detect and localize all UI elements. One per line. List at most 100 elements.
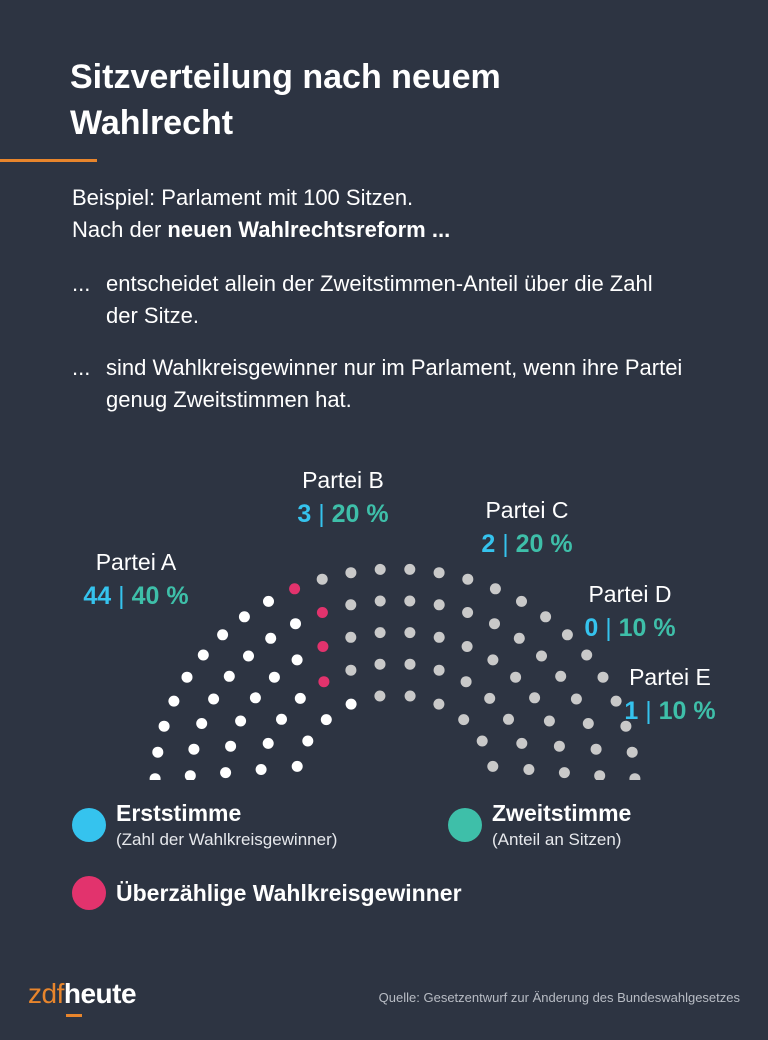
seat-partei-a (188, 743, 200, 755)
seat-partei-a (276, 713, 287, 725)
seat-partei-a (168, 695, 180, 707)
erststimme-value: 3 (297, 500, 318, 528)
party-label-partei-b: Partei B (302, 467, 384, 493)
legend-zweitstimme-label: Zweitstimme (492, 800, 632, 826)
seat-partei-b (404, 627, 416, 639)
seat-partei-c (516, 595, 527, 607)
seat-partei-e (626, 746, 638, 758)
zweitstimme-value: 20 % (516, 530, 573, 558)
legend-zweitstimme-sub: (Anteil an Sitzen) (492, 830, 622, 849)
seat-partei-a (302, 735, 314, 747)
value-separator: | (502, 530, 515, 558)
seat-partei-a (263, 595, 274, 607)
seat-partei-b (374, 690, 386, 702)
legend-erststimme-label: Erststimme (116, 800, 242, 826)
seat-partei-d (582, 718, 594, 729)
bullet-item: ... entscheidet allein der Zweitstimmen-A… (72, 268, 686, 332)
seat-partei-c (433, 698, 445, 710)
seat-partei-c (487, 654, 499, 666)
intro-line-2: Nach der neuen Wahlrechtsreform ... (72, 214, 450, 246)
seat-partei-a (268, 671, 280, 683)
legend-erststimme-sub: (Zahl der Wahlkreisgewinner) (116, 830, 338, 849)
seat-partei-a (294, 692, 306, 704)
seat-partei-b (404, 595, 416, 607)
seat-partei-b (345, 631, 357, 643)
seat-partei-a (208, 693, 220, 705)
seat-partei-c (513, 632, 525, 644)
seat-partei-c (581, 649, 593, 661)
legend-erststimme: Erststimme (Zahl der Wahlkreisgewinner) (72, 798, 337, 852)
seat-partei-b (345, 664, 357, 676)
party-label-partei-c: Partei C (485, 497, 568, 523)
seat-partei-c (510, 671, 522, 683)
seat-partei-d (476, 735, 488, 747)
seat-partei-d (590, 743, 602, 755)
seat-partei-b (433, 599, 445, 611)
seat-partei-c (536, 650, 547, 662)
party-values-partei-e: 1 | 10 % (624, 697, 715, 725)
seat-partei-c (458, 714, 470, 726)
seat-partei-a (158, 720, 170, 732)
hemicycle-chart: Partei A 44 | 40 % Partei B 3 | 20 % Partei … (83, 467, 716, 780)
seat-partei-c (561, 629, 573, 641)
seat-partei-b (345, 567, 357, 579)
party-values-partei-a: 44 | 40 % (83, 582, 188, 610)
seat-partei-a (149, 773, 161, 780)
page-title: Sitzverteilung nach neuem Wahlrecht (70, 58, 501, 142)
bullet-item: ... sind Wahlkreisgewinner nur im Parlame… (72, 352, 686, 416)
value-separator: | (645, 697, 658, 725)
logo-heute: heute (63, 978, 137, 1009)
seat-partei-a (220, 767, 232, 779)
value-separator: | (118, 582, 131, 610)
seat-partei-a (217, 629, 229, 641)
seat-partei-c (489, 618, 500, 630)
party-values-partei-c: 2 | 20 % (481, 530, 572, 558)
seat-partei-a (152, 746, 164, 758)
seat-partei-c (597, 671, 609, 683)
seat-partei-a (181, 671, 193, 683)
seat-partei-b (433, 567, 445, 579)
zweitstimme-value: 10 % (659, 697, 716, 725)
seat-partei-c (540, 611, 552, 623)
seat-partei-a (249, 692, 261, 704)
seat-partei-d (487, 760, 499, 772)
accent-rule (0, 159, 97, 162)
legend-ueberzaehlig: Überzählige Wahlkreisgewinner (72, 870, 462, 916)
seat-partei-d (620, 720, 632, 732)
source-note: Quelle: Gesetzentwurf zur Änderung des B… (378, 990, 740, 1005)
seat-partei-c (529, 692, 541, 704)
seat-partei-b (404, 658, 416, 670)
party-values-partei-b: 3 | 20 % (297, 500, 388, 528)
seats-group (149, 563, 641, 780)
party-label-partei-d: Partei D (588, 581, 671, 607)
seat-partei-a (291, 760, 303, 772)
seat-partei-b (404, 690, 416, 702)
seat-partei-c (489, 583, 501, 595)
seat-partei-d (553, 740, 565, 752)
zweitstimme-value: 20 % (332, 500, 389, 528)
seat-partei-a (291, 654, 303, 666)
intro-line-2-prefix: Nach der (72, 217, 168, 242)
bullet-text: entscheidet allein der Zweitstimmen-Ante… (106, 271, 653, 328)
bullet-marker: ... (72, 355, 91, 380)
value-separator: | (605, 614, 618, 642)
legend-erststimme-swatch (72, 808, 106, 842)
seat-partei-a (320, 714, 332, 726)
seat-partei-a (235, 715, 247, 727)
party-values-partei-d: 0 | 10 % (584, 614, 675, 642)
seat-partei-e (558, 767, 570, 779)
seat-partei-c (484, 692, 496, 704)
legend-zweitstimme: Zweitstimme (Anteil an Sitzen) (448, 798, 631, 852)
seat-partei-c (503, 713, 514, 725)
intro-line-1: Beispiel: Parlament mit 100 Sitzen. (72, 185, 414, 210)
seat-partei-a (289, 583, 301, 595)
seat-partei-b (345, 599, 357, 611)
seat-partei-b (374, 563, 386, 575)
seat-partei-b (374, 627, 386, 639)
seat-partei-e (629, 773, 641, 780)
zweitstimme-value: 10 % (619, 614, 676, 642)
zweitstimme-value: 40 % (132, 582, 189, 610)
seat-partei-b (374, 595, 386, 607)
seat-partei-a (262, 737, 274, 749)
zdfheute-logo: zdfheute (28, 978, 137, 1010)
